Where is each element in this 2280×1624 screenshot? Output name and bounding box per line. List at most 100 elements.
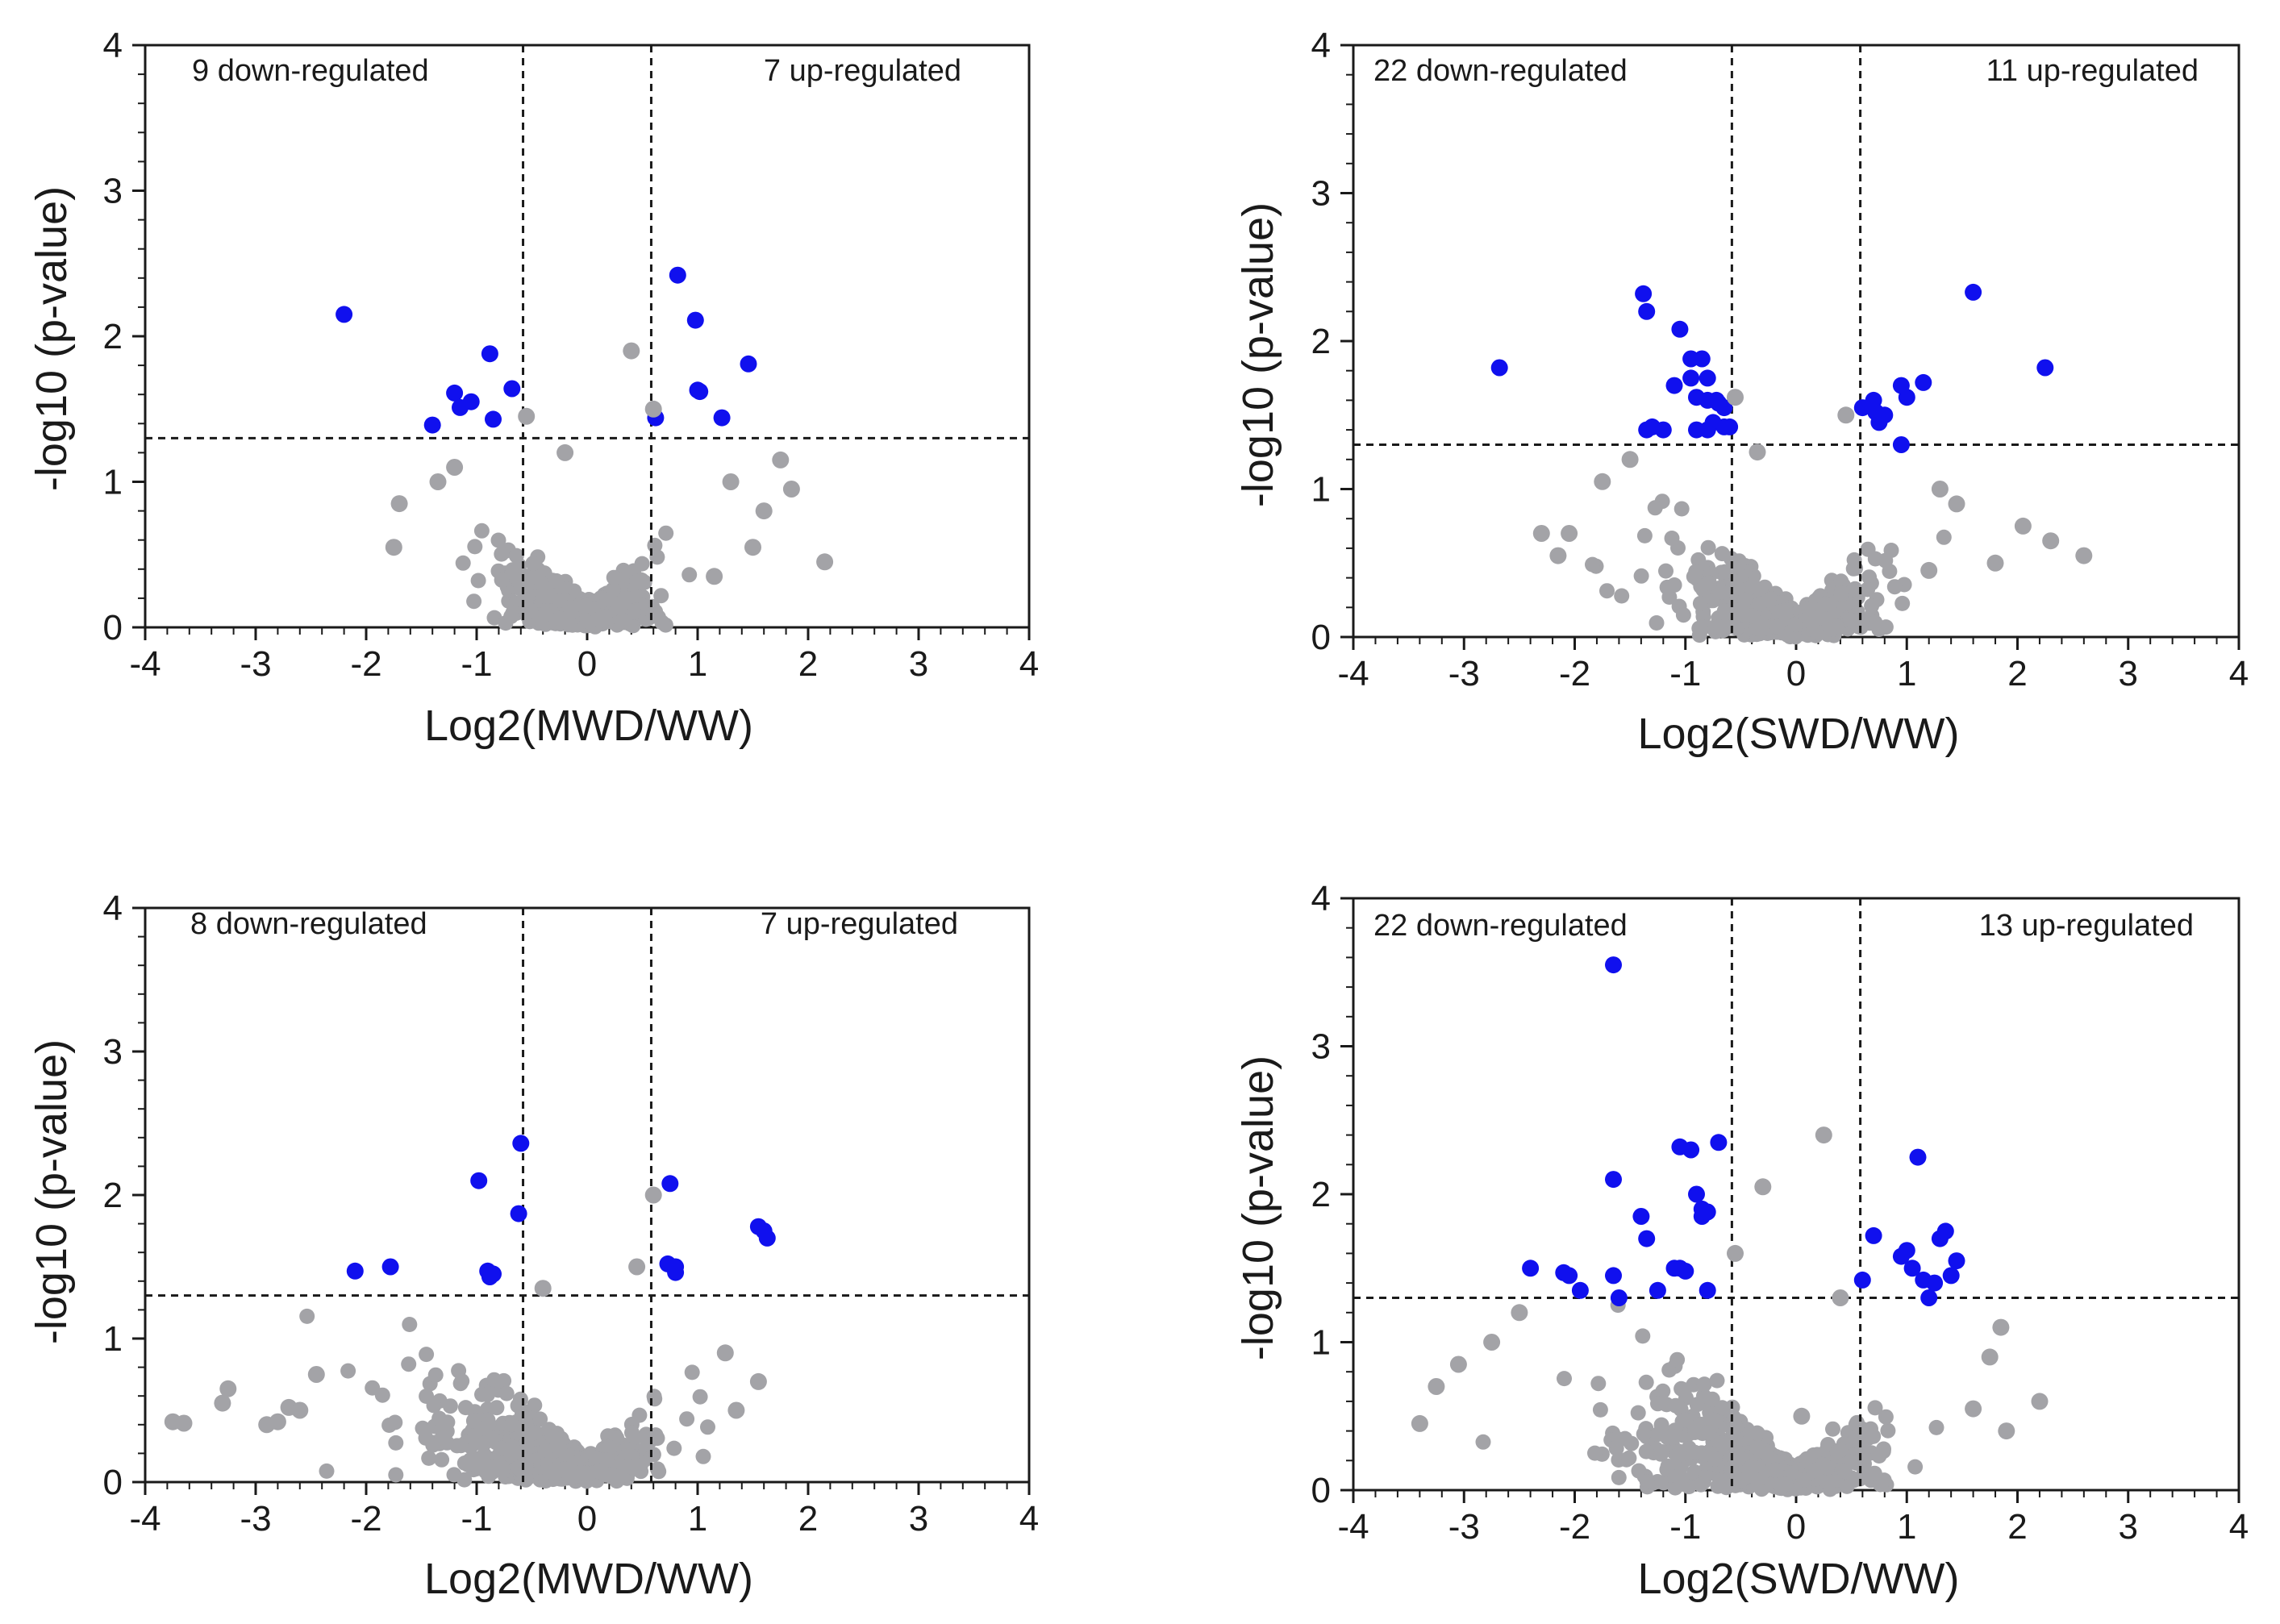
gene-point-significant <box>446 384 464 402</box>
gene-point-ns <box>606 569 622 585</box>
gene-point-significant <box>1865 1226 1882 1244</box>
gene-point-significant <box>1654 421 1672 439</box>
gene-point-ns <box>1411 1414 1428 1432</box>
gene-point-ns <box>1894 595 1911 611</box>
plot-area: -4 -3 -2 -1 0 1 2 3 4 0 1 2 3 4 <box>1311 879 2249 1547</box>
x-tick-label: 4 <box>2229 654 2249 693</box>
significant-series <box>1490 283 2054 453</box>
gene-point-ns <box>1860 581 1876 598</box>
gene-point-ns <box>1704 1391 1720 1407</box>
gene-point-ns <box>1590 1376 1607 1392</box>
gene-point-ns <box>1717 564 1733 580</box>
gene-point-ns <box>494 572 510 588</box>
gene-point-ns <box>1702 1411 1718 1427</box>
gene-point-ns <box>1696 1376 1712 1393</box>
gene-point-ns <box>425 1437 441 1453</box>
nonsignificant-series <box>164 1186 767 1434</box>
gene-point-ns <box>1823 621 1839 637</box>
gene-point-ns <box>1842 612 1858 628</box>
gene-point-ns <box>653 588 669 604</box>
gene-point-ns <box>365 1380 381 1396</box>
gene-point-ns <box>1654 1444 1670 1460</box>
gene-point-ns <box>1707 1451 1723 1467</box>
gene-point-ns <box>1701 575 1717 591</box>
x-tick-label: 4 <box>2229 1507 2249 1547</box>
gene-point-ns <box>666 1440 682 1456</box>
gene-point-ns <box>1801 601 1816 617</box>
y-tick-label: 0 <box>103 1463 123 1502</box>
gene-point-ns <box>1741 1466 1757 1482</box>
x-tick-label: -3 <box>240 644 271 684</box>
gene-point-ns <box>1732 1449 1748 1465</box>
gene-point-ns <box>1778 1476 1794 1493</box>
x-axis-label: Log2(SWD/WW) <box>1637 1555 1959 1603</box>
gene-point-ns <box>1736 592 1753 608</box>
gene-point-ns <box>1674 501 1690 517</box>
gene-point-ns <box>1678 1412 1694 1428</box>
gene-point-ns <box>1749 443 1766 461</box>
gene-point-ns <box>1744 608 1761 624</box>
gene-point-significant <box>1638 421 1656 439</box>
gene-point-ns <box>1599 583 1615 599</box>
gene-point-significant <box>1892 436 1910 453</box>
gene-point-ns <box>1761 592 1777 608</box>
gene-point-ns <box>1861 569 1878 585</box>
gene-point-ns <box>1585 556 1600 573</box>
gene-point-ns <box>544 1429 561 1445</box>
down-regulated-label: 8 down-regulated <box>190 907 427 941</box>
gene-point-ns <box>1787 617 1803 633</box>
gene-point-significant <box>1682 1141 1700 1159</box>
gene-point-ns <box>1428 1378 1445 1395</box>
y-tick-label: 2 <box>1311 1175 1331 1214</box>
gene-point-ns <box>1611 1469 1627 1485</box>
gene-point-ns <box>1754 1178 1772 1196</box>
nonsignificant-cloud <box>455 523 698 635</box>
gene-point-ns <box>1817 596 1833 612</box>
gene-point-ns <box>1549 547 1567 564</box>
gene-point-ns <box>1636 1426 1652 1442</box>
gene-point-ns <box>474 1386 490 1402</box>
gene-point-ns <box>1711 618 1728 635</box>
gene-point-ns <box>1659 1462 1675 1477</box>
gene-point-ns <box>601 1439 617 1455</box>
gene-point-ns <box>556 443 574 461</box>
gene-point-ns <box>1475 1434 1491 1450</box>
gene-point-ns <box>597 610 613 625</box>
gene-point-ns <box>481 1468 497 1485</box>
gene-point-ns <box>628 573 644 589</box>
gene-point-ns <box>1837 406 1855 424</box>
gene-point-ns <box>1730 580 1746 596</box>
gene-point-ns <box>1825 1421 1840 1437</box>
gene-point-significant <box>512 1135 530 1152</box>
gene-point-ns <box>214 1394 231 1412</box>
gene-point-ns <box>1920 561 1938 579</box>
gene-point-ns <box>535 589 551 604</box>
x-tick-label: -4 <box>1337 1507 1369 1547</box>
gene-point-significant <box>1671 320 1689 338</box>
gene-point-ns <box>1630 1405 1646 1421</box>
gene-point-ns <box>684 1364 700 1380</box>
x-tick-label: 3 <box>909 644 928 684</box>
volcano-plot-mwd-bottom: -4 -3 -2 -1 0 1 2 3 4 0 1 2 3 4 -log10 (p-value) Log2(… <box>27 889 1039 1603</box>
gene-point-ns <box>749 1372 767 1390</box>
volcano-plot-swd-top: -4 -3 -2 -1 0 1 2 3 4 0 1 2 3 4 -log10 (p-value) Log2(… <box>1234 26 2249 758</box>
gene-point-ns <box>1639 1474 1655 1490</box>
gene-point-ns <box>1981 1348 1999 1366</box>
x-tick-label: 0 <box>1786 1507 1806 1547</box>
x-tick-label: 4 <box>1019 644 1039 684</box>
y-tick-label: 0 <box>1311 1471 1331 1510</box>
gene-point-ns <box>1771 604 1786 620</box>
gene-point-ns <box>628 1258 646 1276</box>
y-tick-label: 0 <box>103 608 123 648</box>
x-tick-label: 1 <box>1897 1507 1916 1547</box>
down-regulated-label: 22 down-regulated <box>1373 909 1628 943</box>
significant-series <box>336 266 757 434</box>
up-regulated-label: 7 up-regulated <box>764 54 961 88</box>
gene-point-significant <box>1942 1267 1960 1285</box>
gene-point-ns <box>557 1461 573 1477</box>
x-tick-label: -2 <box>350 644 381 684</box>
x-tick-label: 3 <box>2119 654 2138 693</box>
gene-point-ns <box>1833 573 1849 589</box>
plot-frame <box>144 906 1031 1484</box>
